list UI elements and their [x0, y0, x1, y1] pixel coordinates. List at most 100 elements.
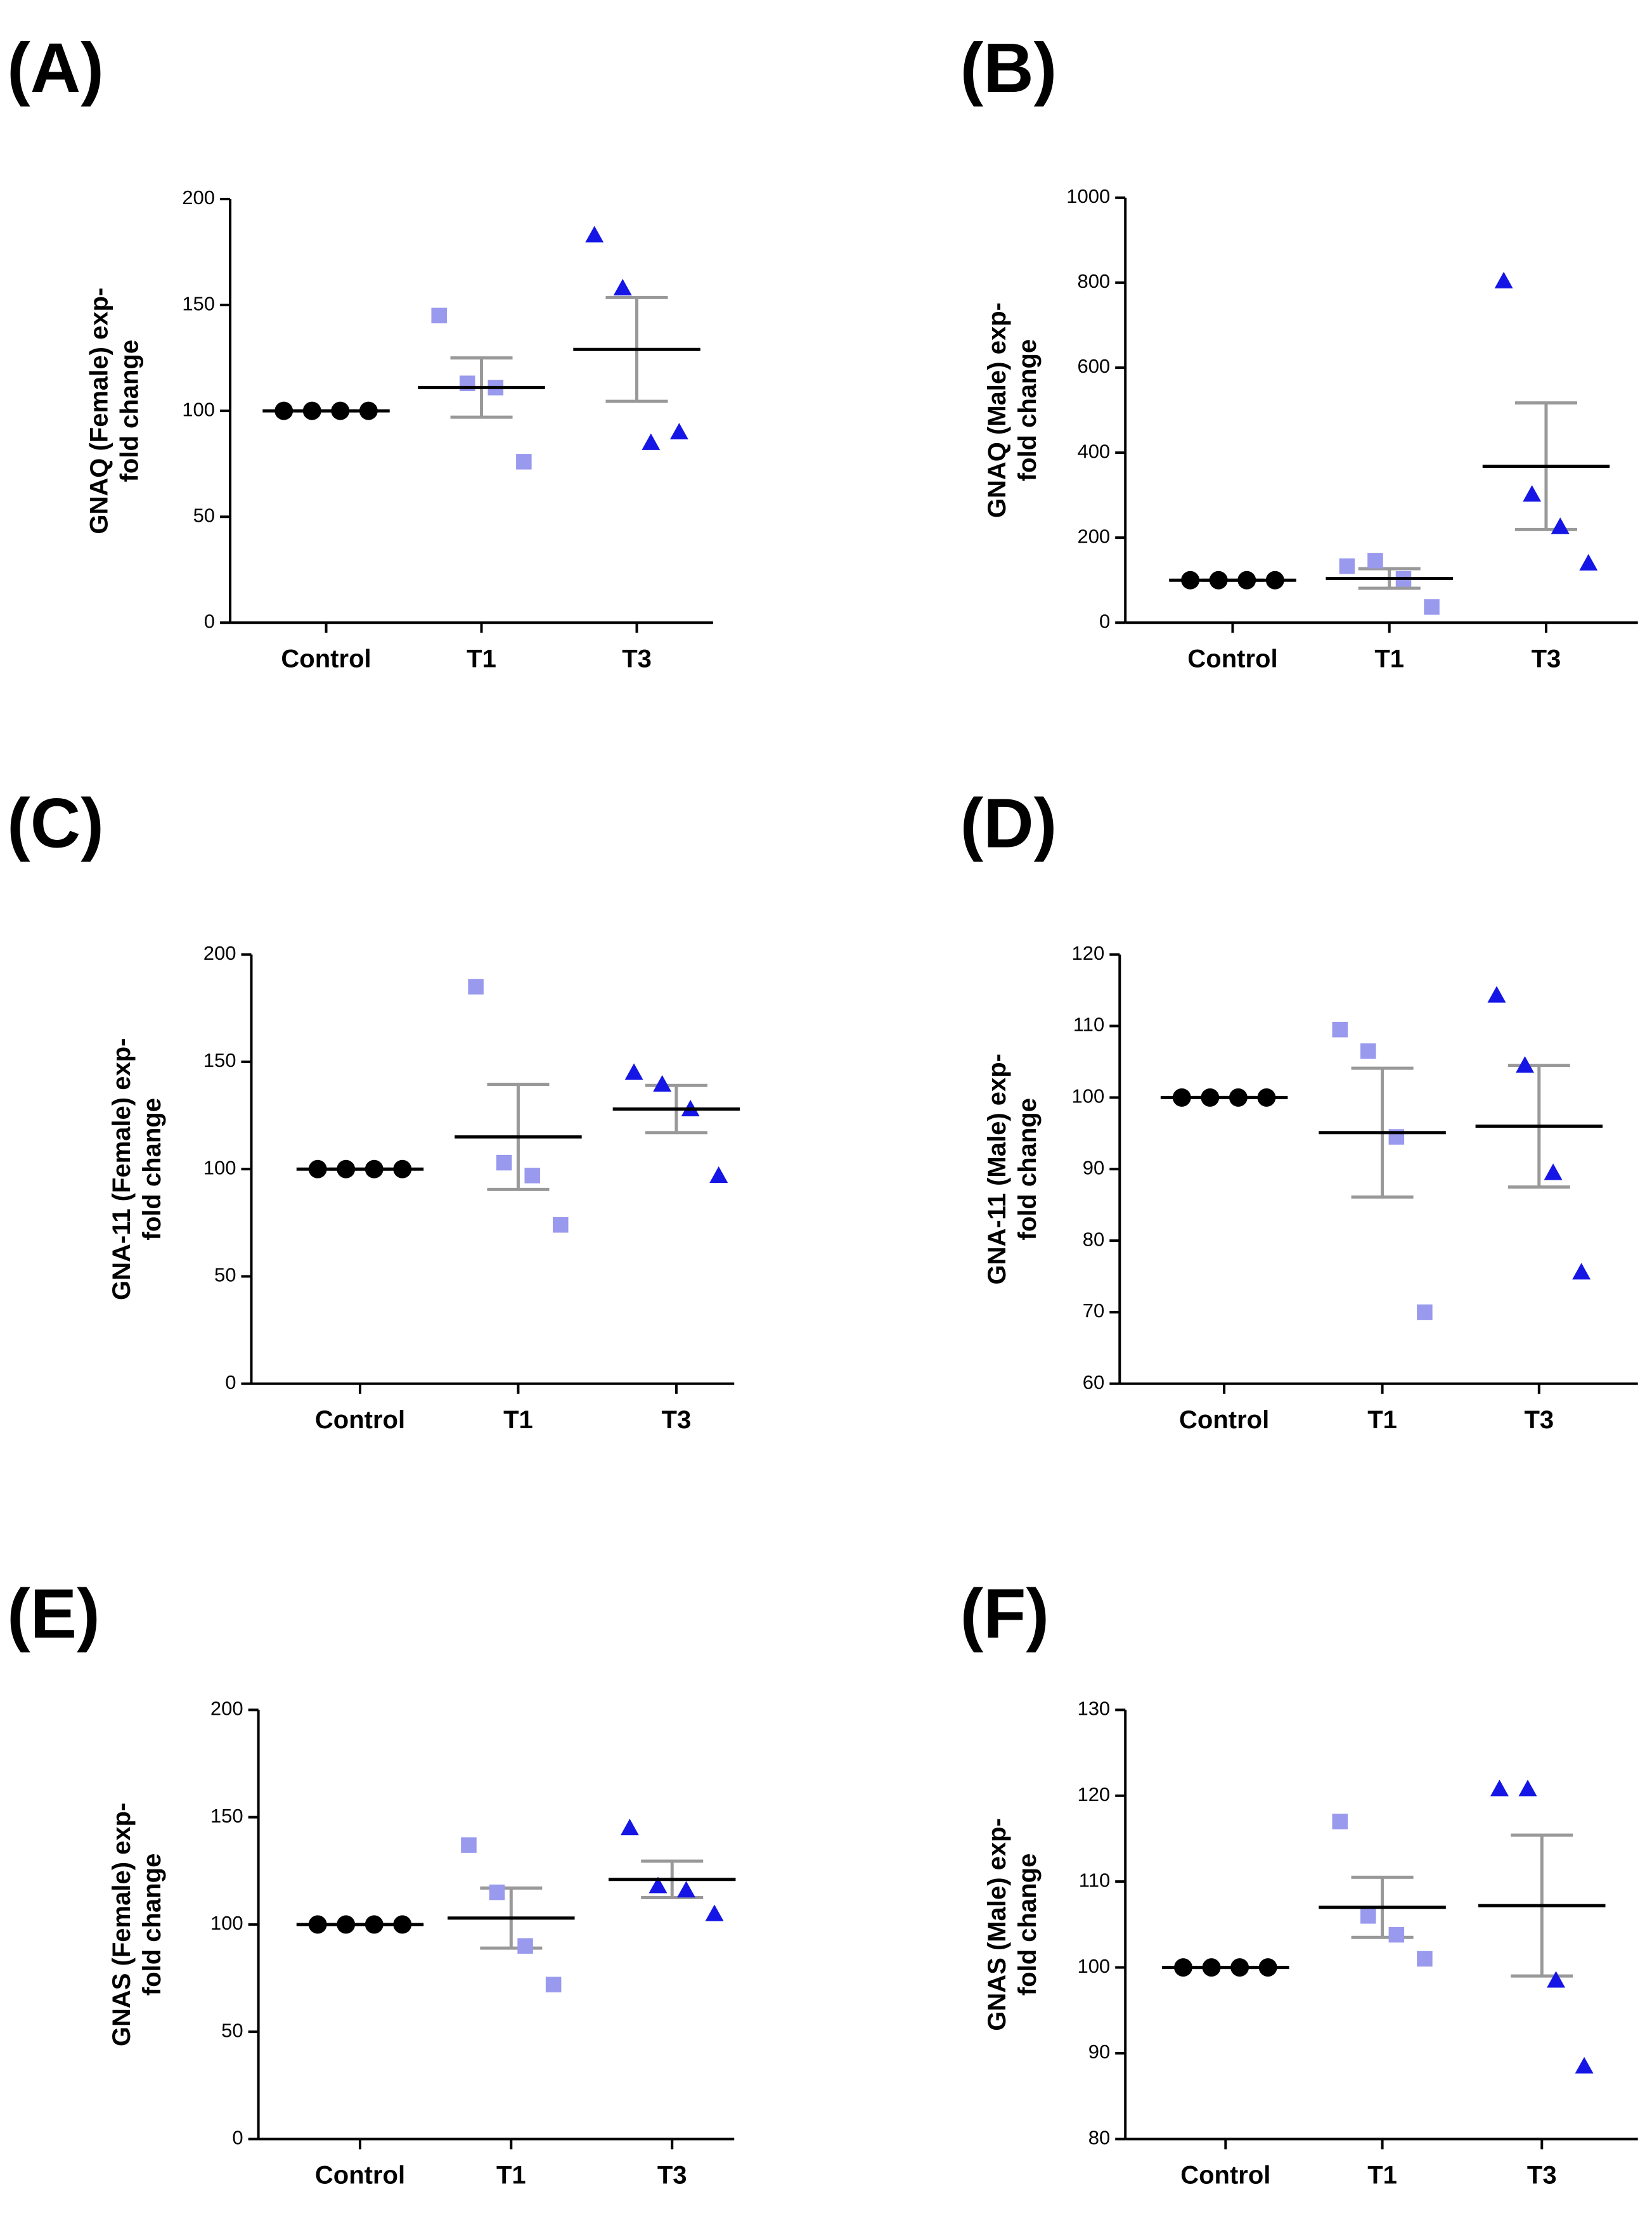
x-tick-label: Control: [1187, 645, 1277, 673]
y-axis-label: GNAQ (Male) exp-: [983, 302, 1011, 518]
data-point: [468, 979, 484, 995]
y-tick-label: 150: [182, 292, 215, 314]
panel: (D) GNA-11 (Male) exp-fold change 60 70 80 90…: [960, 784, 1638, 1434]
y-tick-label: 120: [1077, 1783, 1110, 1805]
y-tick-label: 600: [1077, 355, 1110, 377]
y-tick-label: 0: [225, 1371, 236, 1393]
y-tick-label: 400: [1077, 440, 1110, 462]
data-point: [1417, 1951, 1433, 1967]
y-tick-label: 80: [1083, 1228, 1104, 1250]
y-tick-label: 0: [232, 2127, 243, 2149]
data-point: [545, 1977, 562, 1992]
y-tick-label: 120: [1072, 942, 1105, 964]
y-tick-label: 100: [210, 1912, 243, 1934]
y-axis-label: GNAS (Male) exp-: [983, 1818, 1011, 2031]
panel-label: (C): [7, 784, 104, 862]
data-point: [461, 1837, 477, 1853]
y-tick-label: 100: [1072, 1085, 1105, 1107]
data-point: [1487, 986, 1506, 1003]
y-tick-label: 100: [203, 1156, 236, 1178]
y-tick-label: 200: [203, 942, 236, 964]
data-point: [1360, 1908, 1376, 1924]
x-tick-label: Control: [281, 645, 371, 673]
data-point: [705, 1904, 724, 1921]
x-tick-label: T1: [503, 1406, 533, 1434]
panel: (F) GNAS (Male) exp-fold change 80 90 100 110…: [960, 1575, 1638, 2189]
y-tick-label: 100: [1077, 1955, 1110, 1977]
x-tick-label: T1: [1374, 645, 1404, 673]
panel: (E) GNAS (Female) exp-fold change 0 50 100 15…: [7, 1575, 736, 2189]
y-tick-label: 0: [1099, 610, 1110, 632]
x-tick-label: T3: [1527, 2161, 1557, 2189]
data-point: [524, 1168, 540, 1184]
x-tick-label: T3: [657, 2161, 687, 2189]
y-axis-label: fold change: [138, 1098, 166, 1240]
data-point: [517, 1938, 533, 1954]
data-point: [1424, 599, 1440, 615]
x-tick-label: Control: [315, 2161, 405, 2189]
data-point: [1367, 553, 1383, 569]
data-point: [1516, 1056, 1535, 1073]
data-point: [624, 1063, 643, 1080]
data-point: [1575, 2056, 1594, 2074]
y-tick-label: 50: [193, 504, 215, 526]
y-axis-label: GNA-11 (Female) exp-: [108, 1038, 136, 1300]
panel-label: (B): [960, 29, 1057, 107]
data-point: [620, 1819, 639, 1836]
y-tick-label: 90: [1083, 1156, 1104, 1178]
y-tick-label: 50: [221, 2019, 243, 2041]
y-tick-label: 100: [182, 398, 215, 420]
y-tick-label: 200: [1077, 525, 1110, 547]
x-tick-label: Control: [315, 1406, 405, 1434]
y-tick-label: 110: [1073, 1014, 1104, 1036]
data-point: [516, 454, 532, 470]
y-axis-label: fold change: [1014, 1098, 1042, 1240]
x-tick-label: T1: [496, 2161, 526, 2189]
data-point: [553, 1217, 569, 1233]
panel: (A) GNAQ (Female) exp-fold change 0 50 100 15…: [7, 29, 713, 673]
data-point: [677, 1881, 695, 1898]
y-axis-label: fold change: [138, 1854, 166, 1996]
data-point: [669, 423, 688, 440]
data-point: [431, 307, 447, 324]
panel-label: (D): [960, 784, 1057, 862]
data-point: [1490, 1779, 1509, 1797]
y-tick-label: 1000: [1066, 185, 1110, 207]
y-tick-label: 130: [1077, 1698, 1110, 1720]
data-point: [1360, 1043, 1376, 1059]
data-point: [1544, 1163, 1563, 1180]
data-point: [1551, 517, 1570, 534]
data-point: [1518, 1779, 1537, 1797]
data-point: [585, 226, 604, 243]
panel: (B) GNAQ (Male) exp-fold change 0 200 400 600…: [960, 29, 1638, 673]
y-axis-label: GNAS (Female) exp-: [108, 1803, 136, 2047]
data-point: [1339, 558, 1355, 574]
x-tick-label: T1: [467, 645, 496, 673]
data-point: [1572, 1263, 1591, 1280]
data-point: [1523, 485, 1542, 502]
y-tick-label: 200: [210, 1698, 243, 1720]
data-point: [1332, 1814, 1348, 1829]
x-tick-label: T3: [1524, 1406, 1554, 1434]
y-axis-label: GNA-11 (Male) exp-: [983, 1054, 1011, 1285]
x-tick-label: T3: [662, 1406, 692, 1434]
data-point: [613, 278, 632, 295]
y-tick-label: 0: [204, 610, 215, 632]
data-point: [1388, 1926, 1405, 1943]
y-axis-label: fold change: [1014, 1854, 1042, 1996]
y-tick-label: 110: [1079, 1869, 1110, 1891]
y-tick-label: 150: [210, 1805, 243, 1827]
y-axis-label: fold change: [115, 340, 143, 482]
data-point: [1494, 271, 1513, 288]
y-tick-label: 90: [1088, 2041, 1110, 2063]
y-tick-label: 80: [1088, 2127, 1110, 2149]
data-point: [496, 1154, 512, 1171]
x-tick-label: Control: [1179, 1406, 1269, 1434]
panel-label: (A): [7, 29, 104, 107]
panel-label: (E): [7, 1575, 100, 1653]
data-point: [1332, 1021, 1348, 1038]
x-tick-label: T3: [1532, 645, 1561, 673]
y-tick-label: 50: [214, 1264, 236, 1286]
y-tick-label: 70: [1083, 1300, 1104, 1322]
